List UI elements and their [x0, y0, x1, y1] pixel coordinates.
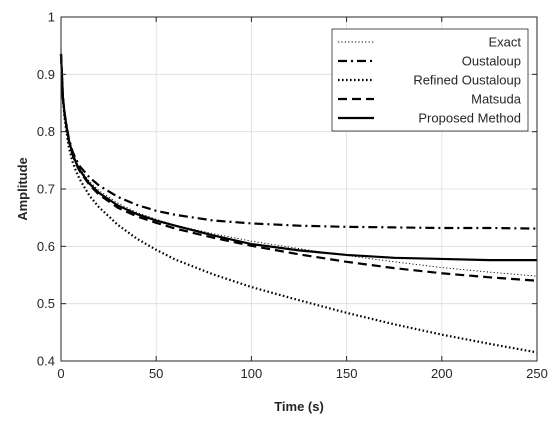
series-line-2: [59, 54, 538, 230]
series-lines: [59, 45, 538, 354]
legend-label-3: Refined Oustaloup: [413, 73, 521, 88]
legend-box: [331, 28, 529, 132]
y-tick-label: 0.5: [37, 296, 55, 311]
series-line-5: [59, 54, 537, 262]
legend: Exact Oustaloup Refined Oustaloup Matsuda Pr…: [331, 28, 529, 132]
legend-label-4: Matsuda: [471, 92, 522, 107]
y-tick-labels: 0.4 0.5 0.6 0.7 0.8 0.9 1: [37, 10, 55, 369]
x-tick-label: 50: [149, 366, 163, 381]
x-tick-label: 200: [431, 366, 453, 381]
x-tick-label: 100: [241, 366, 263, 381]
legend-label-5: Proposed Method: [418, 111, 521, 126]
y-tick-label: 0.7: [37, 182, 55, 197]
x-tick-labels: 0 50 100 150 200 250: [57, 366, 547, 381]
y-tick-label: 1: [48, 10, 55, 25]
series-line-3: [59, 54, 538, 354]
legend-label-2: Oustaloup: [462, 54, 521, 69]
x-tick-label: 250: [526, 366, 548, 381]
x-tick-label: 0: [57, 366, 64, 381]
y-tick-label: 0.8: [37, 124, 55, 139]
axis-ticks: [60, 16, 538, 362]
y-tick-label: 0.6: [37, 239, 55, 254]
x-axis-label: Time (s): [274, 399, 324, 414]
y-axis-label: Amplitude: [15, 157, 30, 221]
x-tick-label: 150: [336, 366, 358, 381]
legend-label-1: Exact: [488, 35, 521, 50]
y-tick-label: 0.4: [37, 354, 55, 369]
y-tick-label: 0.9: [37, 67, 55, 82]
